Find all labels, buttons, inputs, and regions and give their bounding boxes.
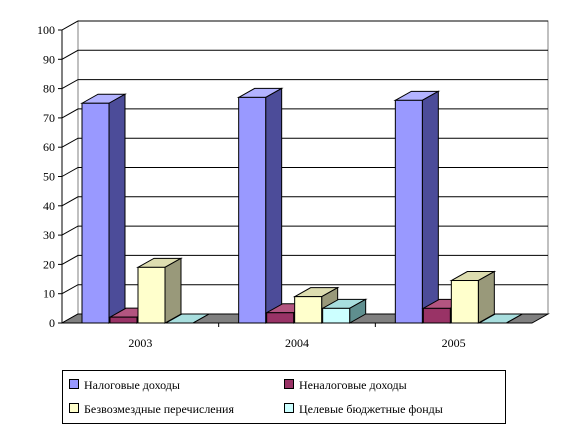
y-tick-label: 30	[43, 228, 55, 242]
x-tick-label: 2003	[128, 336, 152, 350]
gridline	[61, 49, 548, 60]
bar-side	[108, 93, 126, 324]
gridline	[61, 167, 548, 177]
y-tick-label: 10	[43, 287, 55, 301]
legend-swatch-series-4	[284, 403, 294, 413]
bar-side	[164, 257, 182, 324]
legend-label-series-4: Целевые бюджетные фонды	[299, 402, 443, 416]
bar	[394, 99, 423, 324]
bar	[422, 307, 451, 324]
gridline	[61, 225, 548, 236]
bar-side	[477, 270, 495, 324]
bar	[266, 312, 295, 324]
legend-item-series-3: Безвозмездные перечисления	[69, 402, 234, 416]
legend-item-series-1: Налоговые доходы	[69, 378, 180, 392]
legend-label-series-1: Налоговые доходы	[84, 378, 180, 392]
legend-swatch-series-3	[69, 403, 79, 413]
y-tick-label: 70	[43, 111, 55, 125]
y-tick-label: 60	[43, 140, 55, 154]
legend-item-series-2: Неналоговые доходы	[284, 378, 407, 392]
legend-item-series-4: Целевые бюджетные фонды	[284, 402, 443, 416]
bar-side	[192, 313, 210, 324]
x-tick-label: 2005	[442, 336, 466, 350]
legend-label-series-2: Неналоговые доходы	[299, 378, 407, 392]
gridline	[61, 79, 548, 90]
bar	[322, 307, 351, 324]
gridline	[61, 108, 548, 119]
y-tick-label: 90	[43, 52, 55, 66]
legend-swatch-series-2	[284, 379, 294, 389]
y-tick-label: 100	[37, 23, 55, 37]
y-tick-label: 80	[43, 82, 55, 96]
bar	[294, 296, 323, 324]
gridline	[61, 196, 548, 207]
y-tick-label: 0	[49, 316, 55, 330]
y-tick-label: 20	[43, 257, 55, 271]
bar	[137, 266, 166, 324]
gridline	[61, 254, 548, 265]
bar-side	[506, 313, 523, 324]
legend-label-series-3: Безвозмездные перечисления	[84, 402, 234, 416]
x-tick-label: 2004	[285, 336, 309, 350]
bar	[109, 316, 138, 324]
gridline	[61, 137, 548, 148]
gridline	[61, 284, 548, 295]
bar	[450, 280, 479, 324]
legend: Налоговые доходы Неналоговые доходы Безв…	[62, 370, 506, 424]
y-tick-label: 50	[43, 170, 55, 184]
bar-side	[265, 87, 283, 324]
bar	[81, 102, 110, 324]
bar-side	[421, 90, 439, 324]
bar	[238, 96, 267, 324]
legend-swatch-series-1	[69, 379, 79, 389]
y-tick-label: 40	[43, 199, 55, 213]
gridline	[61, 20, 548, 31]
